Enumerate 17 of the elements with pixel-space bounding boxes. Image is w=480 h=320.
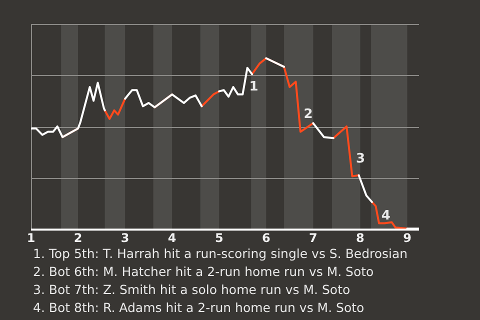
text: 4. Bot 8th: R. Adams hit a 2-run home run vs M. Soto (33, 299, 366, 317)
annotation: 1 (249, 79, 258, 94)
text: 3. Bot 7th: Z. Smith hit a solo home run vs M. Soto (33, 281, 352, 299)
annotation: 3 (356, 152, 366, 167)
text: 1. Top 5th: T. Harrah hit a run-scoring single vs S. Bedrosian (33, 245, 408, 263)
text: 2. Bot 6th: M. Hatcher hit a 2-run home run vs M. Soto (33, 263, 375, 281)
x-tick-label: 7 (309, 230, 318, 245)
x-tick-label: 2 (74, 230, 82, 245)
annotation: 4 (381, 208, 390, 224)
x-tick-label: 8 (356, 230, 364, 245)
annotation: 2 (304, 107, 313, 122)
x-tick-label: 9 (403, 230, 412, 245)
x-tick-label: 3 (120, 230, 130, 245)
x-tick-label: 6 (262, 230, 270, 245)
x-tick-label: 1 (26, 230, 36, 245)
x-tick-label: 5 (214, 230, 224, 245)
x-tick-label: 4 (168, 230, 176, 245)
